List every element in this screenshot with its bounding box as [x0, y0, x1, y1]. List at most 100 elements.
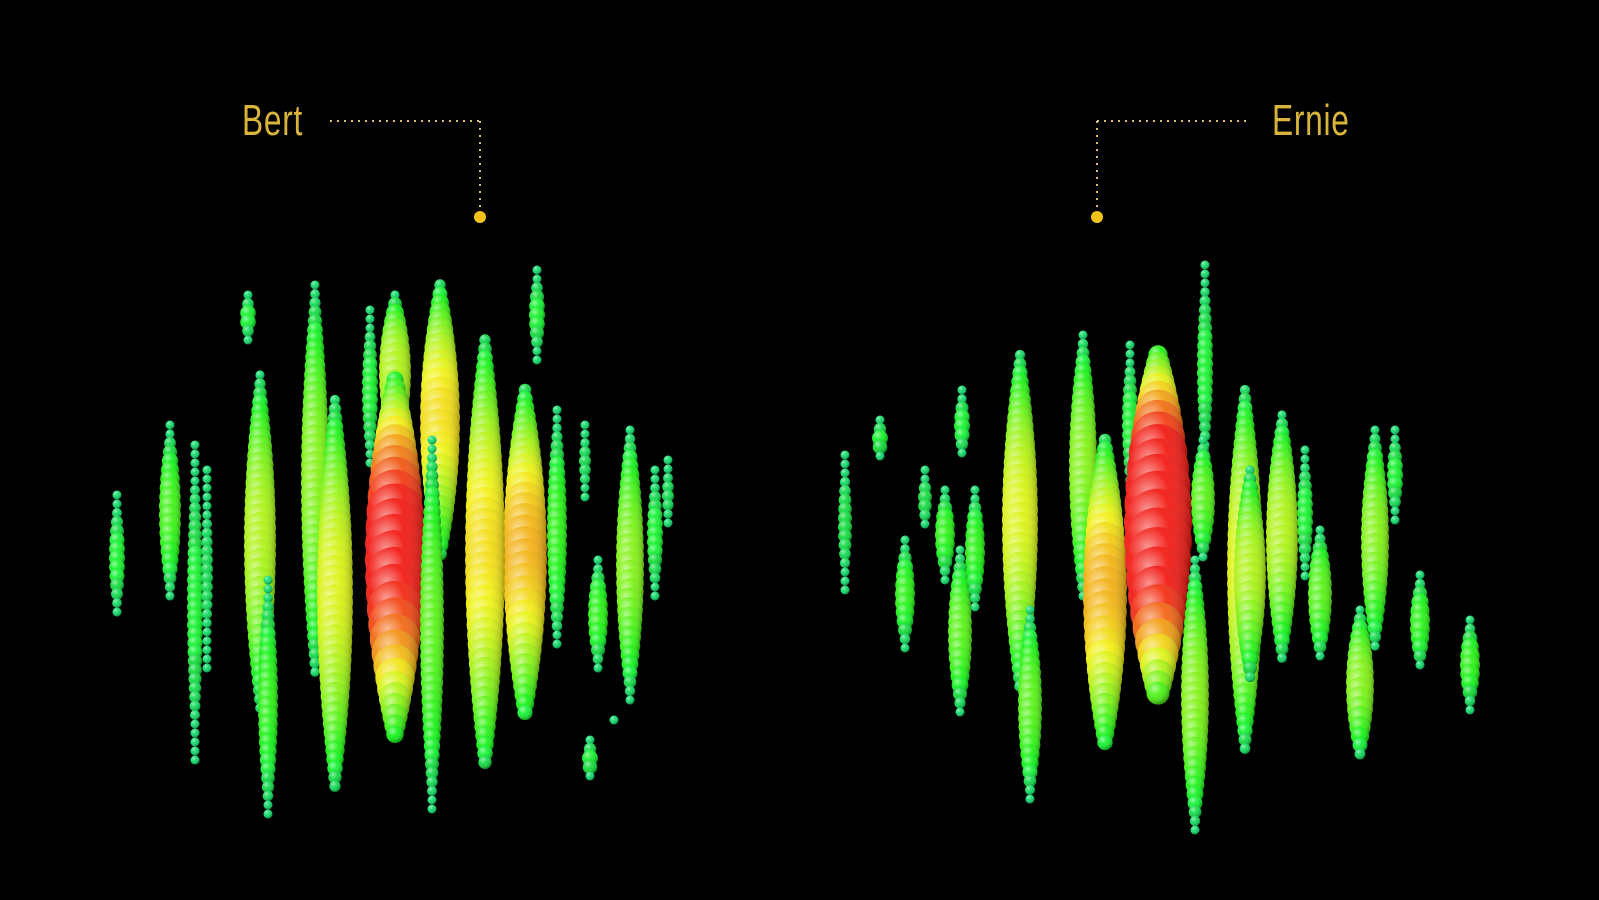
hit-sphere-shading — [582, 759, 598, 775]
hit-sphere-shading — [328, 770, 342, 784]
hit-sphere-shading — [255, 370, 265, 380]
hit-sphere-shading — [202, 501, 212, 511]
hit-sphere-shading — [189, 502, 201, 514]
hit-sphere-shading — [840, 576, 850, 586]
hit-sphere-shading — [1189, 563, 1201, 575]
hit-sphere-shading — [202, 645, 212, 655]
hit-sphere-shading — [970, 485, 980, 495]
hit-sphere-shading — [662, 490, 674, 502]
hit-sphere-shading — [111, 588, 123, 600]
hit-sphere-shading — [201, 536, 213, 548]
hit-sphere-shading — [939, 565, 951, 577]
hit-sphere-shading — [1239, 743, 1251, 754]
hit-sphere-shading — [478, 755, 492, 769]
hit-sphere-shading — [190, 746, 200, 756]
hit-sphere-shading — [838, 538, 852, 552]
bert-callout — [330, 120, 486, 223]
hit-sphere-shading — [425, 757, 439, 771]
hit-sphere-shading — [202, 636, 212, 646]
hit-sphere-shading — [201, 581, 213, 593]
hit-sphere-shading — [309, 657, 321, 669]
hit-sphere-shading — [1125, 340, 1135, 350]
hit-sphere-shading — [1367, 620, 1383, 636]
hit-sphere-shading — [201, 527, 213, 539]
bert-label: Bert — [242, 96, 303, 145]
hit-sphere-shading — [579, 464, 591, 476]
hit-sphere-shading — [532, 346, 542, 356]
hit-sphere-shading — [201, 554, 213, 566]
hit-sphere-shading — [329, 394, 341, 406]
hit-sphere-shading — [1125, 358, 1135, 368]
hit-sphere-shading — [840, 468, 850, 478]
hit-sphere-shading — [390, 290, 400, 300]
hit-sphere-shading — [365, 449, 375, 459]
hit-sphere-shading — [957, 385, 967, 395]
hit-sphere-shading — [839, 485, 851, 497]
hit-sphere-shading — [202, 483, 212, 493]
hit-sphere-shading — [1194, 530, 1212, 548]
hit-sphere-shading — [954, 553, 966, 565]
hit-sphere-shading — [365, 323, 375, 333]
hit-sphere-shading — [1200, 287, 1210, 297]
hit-sphere-shading — [427, 435, 437, 445]
hit-sphere-shading — [112, 490, 122, 500]
hit-sphere-shading — [1390, 515, 1400, 525]
hit-sphere-shading — [1198, 402, 1212, 416]
hit-sphere-shading — [201, 590, 213, 602]
ernie-event-hits — [838, 260, 1480, 835]
hit-sphere-shading — [427, 804, 437, 814]
hit-sphere-shading — [1277, 653, 1287, 663]
hit-sphere-shading — [1189, 815, 1201, 827]
hit-sphere-shading — [1300, 571, 1310, 581]
hit-sphere-shading — [112, 598, 122, 608]
hit-sphere-shading — [188, 510, 202, 524]
hit-sphere-shading — [243, 290, 253, 300]
hit-sphere-shading — [262, 601, 274, 613]
hit-sphere-shading — [1125, 349, 1135, 359]
hit-sphere-shading — [201, 563, 213, 575]
hit-sphere-shading — [899, 633, 911, 645]
hit-sphere-shading — [580, 429, 590, 439]
hit-sphere-shading — [579, 473, 591, 485]
hit-sphere-shading — [201, 599, 213, 611]
hit-sphere-shading — [189, 493, 201, 505]
hit-sphere-shading — [1243, 661, 1257, 675]
hit-sphere-shading — [1124, 366, 1136, 378]
hit-sphere-shading — [310, 280, 320, 290]
hit-sphere-shading — [650, 465, 660, 475]
hit-sphere-shading — [875, 451, 885, 461]
hit-sphere-shading — [1198, 411, 1212, 425]
hit-sphere-shading — [165, 591, 175, 601]
hit-sphere-shading — [1415, 660, 1425, 670]
hit-sphere-shading — [624, 433, 636, 445]
hit-sphere-shading — [623, 675, 637, 689]
hit-sphere-shading — [242, 325, 254, 337]
hit-sphere-shading — [952, 686, 968, 702]
hit-sphere-shading — [920, 519, 930, 529]
hit-sphere-shading — [580, 483, 590, 493]
hit-sphere-shading — [190, 467, 200, 477]
hit-sphere-shading — [593, 564, 603, 574]
hit-sphere-shading — [165, 429, 175, 439]
hit-sphere-shading — [310, 289, 320, 299]
hit-sphere-shading — [840, 459, 850, 469]
hit-sphere-shading — [872, 439, 888, 455]
hit-sphere-shading — [201, 518, 213, 530]
hit-sphere-shading — [940, 485, 950, 495]
hit-sphere-shading — [261, 771, 275, 785]
hit-sphere-shading — [592, 653, 604, 665]
hit-sphere-shading — [190, 476, 200, 486]
hit-sphere-shading — [1390, 434, 1400, 444]
hit-sphere-shading — [427, 444, 437, 454]
hit-sphere-shading — [190, 440, 200, 450]
hit-sphere-shading — [426, 461, 438, 473]
hit-sphere-shading — [164, 581, 176, 593]
hit-sphere-shading — [609, 715, 619, 725]
hit-sphere-shading — [550, 610, 564, 624]
hit-sphere-shading — [1315, 651, 1325, 661]
hit-sphere-shading — [1299, 552, 1311, 564]
hit-sphere-shading — [937, 554, 953, 570]
hit-sphere-shading — [552, 423, 562, 433]
hit-sphere-shading — [1387, 485, 1403, 501]
